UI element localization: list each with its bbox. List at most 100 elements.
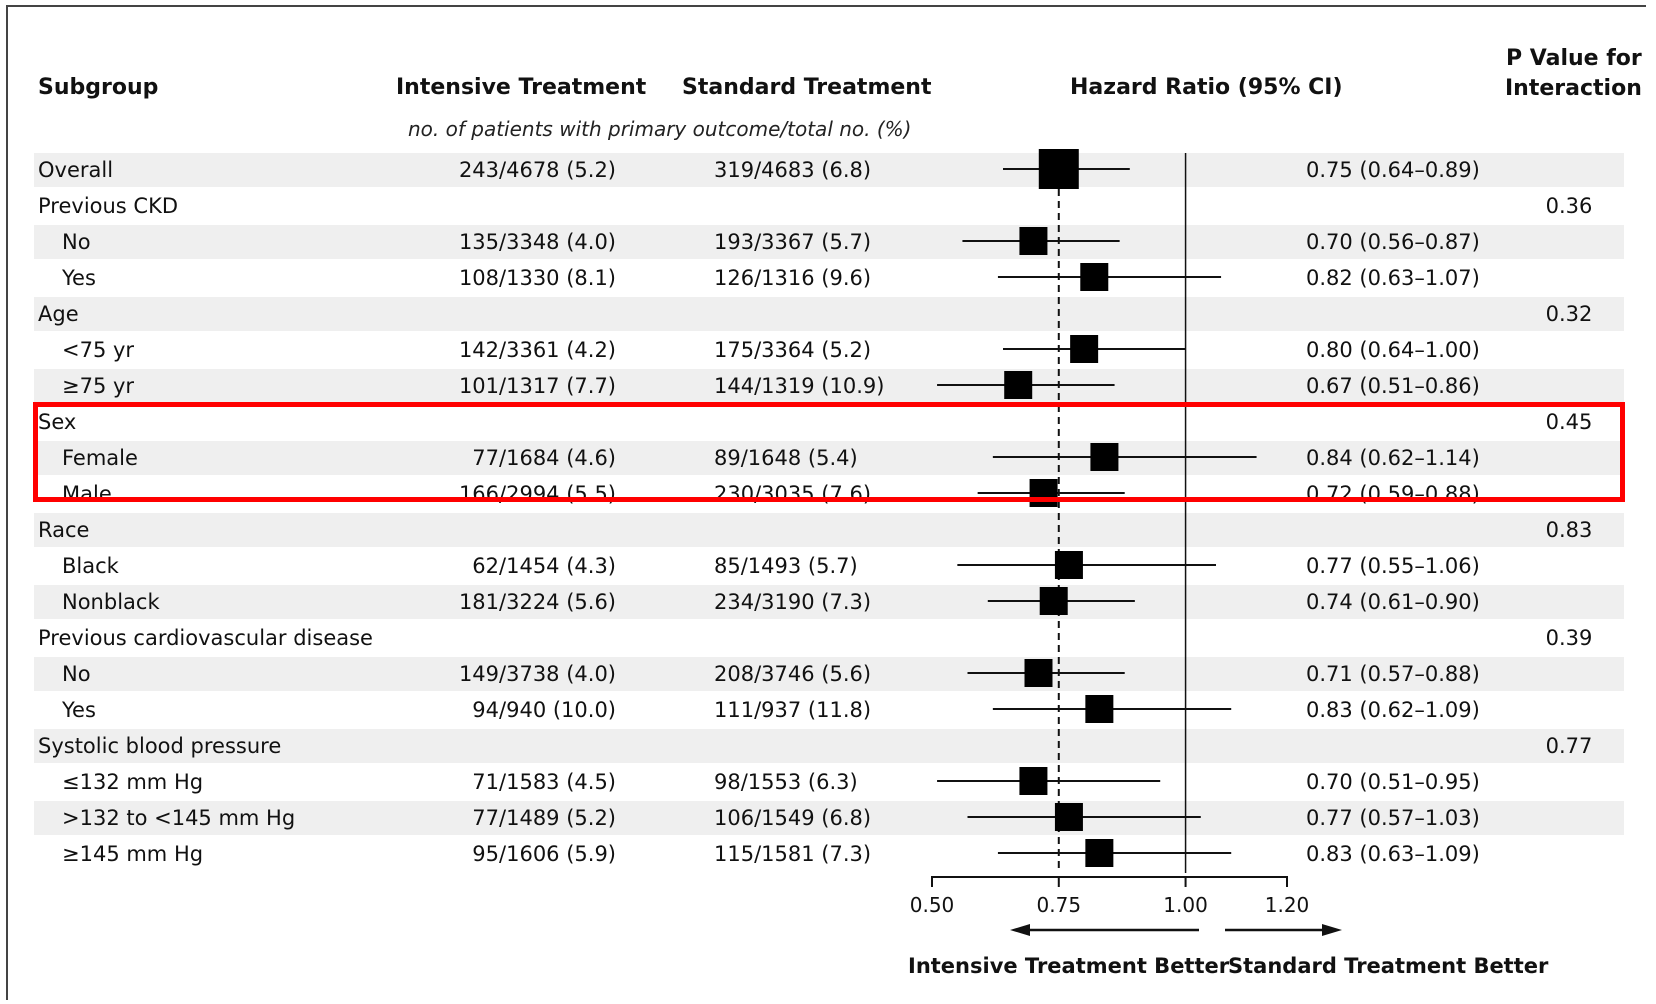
table-row: Black 62/1454 (4.3) 85/1493 (5.7) 0.77 (0.5…: [34, 549, 1624, 583]
subgroup-label: Female: [62, 446, 138, 470]
subgroup-label: Black: [62, 554, 119, 578]
standard-count: 89/1648 (5.4): [714, 446, 858, 470]
table-row: Sex 0.45: [34, 405, 1624, 439]
table-row: Race 0.83: [34, 513, 1624, 547]
subgroup-header: Subgroup: [38, 75, 159, 100]
p-value: 0.32: [1545, 302, 1593, 326]
hazard-ratio-value: 0.74 (0.61–0.90): [1306, 590, 1480, 614]
point-estimate-box: [1019, 767, 1048, 795]
intensive-count: 77/1489 (5.2): [472, 806, 616, 830]
x-tick-label: 0.75: [1037, 893, 1082, 917]
table-row: Systolic blood pressure 0.77: [34, 729, 1624, 763]
subgroup-label: Sex: [38, 410, 77, 434]
standard-count: 98/1553 (6.3): [714, 770, 858, 794]
hazard-ratio-value: 0.84 (0.62–1.14): [1306, 446, 1480, 470]
standard-count: 208/3746 (5.6): [714, 662, 872, 686]
hazard-ratio-value: 0.70 (0.56–0.87): [1306, 230, 1480, 254]
hazard-ratio-header: Hazard Ratio (95% CI): [1070, 75, 1343, 100]
intensive-count: 135/3348 (4.0): [458, 230, 616, 254]
standard-count: 126/1316 (9.6): [714, 266, 872, 290]
intensive-count: 243/4678 (5.2): [458, 158, 616, 182]
standard-better-label: Standard Treatment Better: [1228, 954, 1549, 978]
subgroup-label: Yes: [62, 698, 96, 722]
hazard-ratio-value: 0.72 (0.59–0.88): [1306, 482, 1480, 506]
p-value-header-line1: P Value for: [1506, 46, 1642, 71]
subgroup-label: Previous CKD: [38, 194, 179, 218]
subgroup-label: No: [62, 662, 91, 686]
hazard-ratio-value: 0.67 (0.51–0.86): [1306, 374, 1480, 398]
subgroup-label: Systolic blood pressure: [38, 734, 282, 758]
subgroup-label: Yes: [62, 266, 96, 290]
p-value-header-line2: Interaction: [1505, 76, 1642, 101]
standard-count: 115/1581 (7.3): [714, 842, 872, 866]
table-row: Female 77/1684 (4.6) 89/1648 (5.4) 0.84 (0.…: [34, 441, 1624, 475]
subgroup-label: Previous cardiovascular disease: [38, 626, 373, 650]
intensive-count: 71/1583 (4.5): [472, 770, 616, 794]
table-row: <75 yr 142/3361 (4.2) 175/3364 (5.2) 0.80 (…: [34, 333, 1624, 367]
table-row: Yes 108/1330 (8.1) 126/1316 (9.6) 0.82 (0.6…: [34, 261, 1624, 295]
hazard-ratio-value: 0.71 (0.57–0.88): [1306, 662, 1480, 686]
table-row: Previous cardiovascular disease 0.39: [34, 621, 1624, 655]
p-value: 0.77: [1545, 734, 1593, 758]
intensive-better-label: Intensive Treatment Better: [908, 954, 1230, 978]
hazard-ratio-value: 0.83 (0.62–1.09): [1306, 698, 1480, 722]
hazard-ratio-value: 0.82 (0.63–1.07): [1306, 266, 1480, 290]
hazard-ratio-value: 0.75 (0.64–0.89): [1306, 158, 1480, 182]
standard-count: 193/3367 (5.7): [714, 230, 872, 254]
subgroup-label: Nonblack: [62, 590, 160, 614]
standard-header: Standard Treatment: [682, 75, 932, 100]
table-row: Nonblack 181/3224 (5.6) 234/3190 (7.3) 0.74…: [34, 585, 1624, 619]
subgroup-label: ≥75 yr: [62, 374, 135, 398]
table-row: Yes 94/940 (10.0) 111/937 (11.8) 0.83 (0.62…: [34, 693, 1624, 727]
intensive-count: 149/3738 (4.0): [458, 662, 616, 686]
point-estimate-box: [1085, 695, 1114, 723]
point-estimate-box: [1054, 551, 1083, 579]
x-tick-label: 1.00: [1163, 893, 1208, 917]
subgroup-label: Overall: [38, 158, 114, 182]
table-row: No 135/3348 (4.0) 193/3367 (5.7) 0.70 (0.56…: [34, 225, 1624, 259]
point-estimate-box: [1019, 227, 1048, 255]
counts-subheader: no. of patients with primary outcome/tot…: [408, 117, 912, 141]
point-estimate-box: [1029, 479, 1058, 507]
subgroup-label: No: [62, 230, 91, 254]
p-value: 0.83: [1545, 518, 1593, 542]
point-estimate-box: [1039, 587, 1068, 615]
intensive-header: Intensive Treatment: [396, 75, 647, 100]
intensive-count: 181/3224 (5.6): [458, 590, 616, 614]
subgroup-label: <75 yr: [62, 338, 135, 362]
hazard-ratio-value: 0.70 (0.51–0.95): [1306, 770, 1480, 794]
hazard-ratio-value: 0.80 (0.64–1.00): [1306, 338, 1480, 362]
table-row: Previous CKD 0.36: [34, 189, 1624, 223]
intensive-count: 101/1317 (7.7): [458, 374, 616, 398]
subgroup-label: Age: [38, 302, 79, 326]
subgroup-label: Male: [62, 482, 112, 506]
subgroup-label: >132 to <145 mm Hg: [62, 806, 296, 830]
standard-count: 234/3190 (7.3): [714, 590, 872, 614]
standard-count: 111/937 (11.8): [714, 698, 872, 722]
standard-count: 319/4683 (6.8): [714, 158, 872, 182]
intensive-count: 142/3361 (4.2): [458, 338, 616, 362]
point-estimate-box: [1085, 839, 1114, 867]
p-value: 0.36: [1545, 194, 1593, 218]
point-estimate-box: [1024, 659, 1053, 687]
table-row: No 149/3738 (4.0) 208/3746 (5.6) 0.71 (0.57…: [34, 657, 1624, 691]
subgroup-label: ≥145 mm Hg: [62, 842, 204, 866]
point-estimate-box: [1004, 371, 1033, 399]
hazard-ratio-value: 0.77 (0.57–1.03): [1306, 806, 1480, 830]
x-tick-label: 1.20: [1265, 893, 1310, 917]
table-row: Age 0.32: [34, 297, 1624, 331]
x-tick-label: 0.50: [910, 893, 955, 917]
standard-count: 106/1549 (6.8): [714, 806, 872, 830]
standard-count: 85/1493 (5.7): [714, 554, 858, 578]
point-estimate-box: [1054, 803, 1083, 831]
table-row: ≥145 mm Hg 95/1606 (5.9) 115/1581 (7.3) 0.8…: [34, 837, 1624, 871]
table-row: Male 166/2994 (5.5) 230/3035 (7.6) 0.72 (0.…: [34, 477, 1624, 511]
standard-count: 175/3364 (5.2): [714, 338, 872, 362]
table-row: ≤132 mm Hg 71/1583 (4.5) 98/1553 (6.3) 0.70…: [34, 765, 1624, 799]
figure-frame: [6, 5, 1646, 1000]
point-estimate-box: [1038, 149, 1079, 189]
point-estimate-box: [1090, 443, 1119, 471]
point-estimate-box: [1080, 263, 1109, 291]
standard-count: 230/3035 (7.6): [714, 482, 872, 506]
